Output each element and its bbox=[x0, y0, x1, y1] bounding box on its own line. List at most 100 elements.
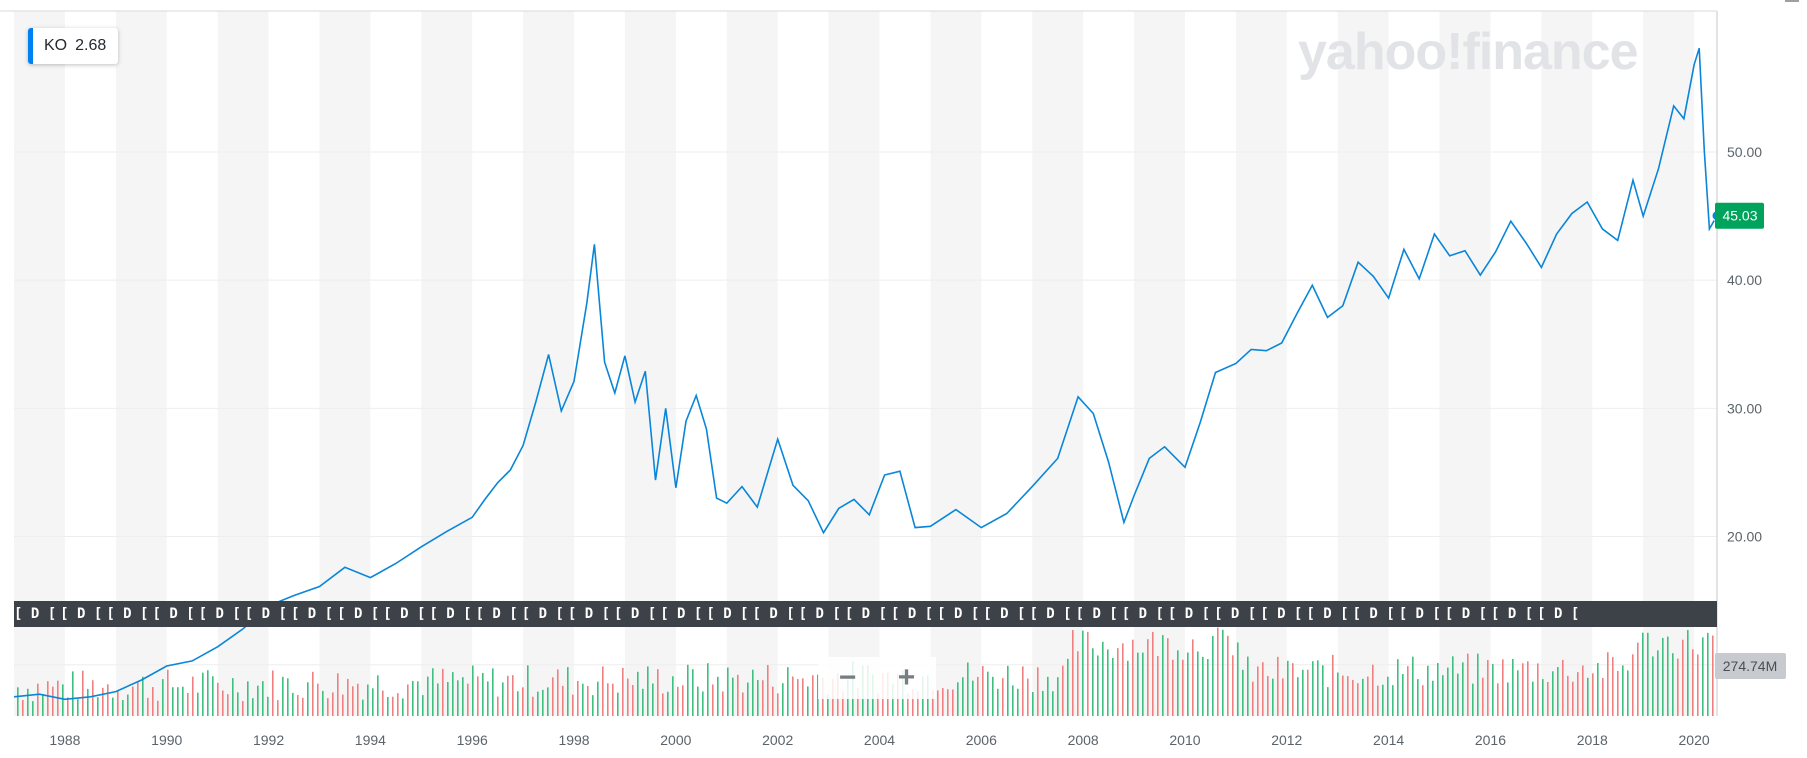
volume-badge: 274.74M bbox=[1715, 653, 1786, 679]
dividend-marker[interactable]: [ D [ bbox=[383, 606, 426, 622]
volume-bar bbox=[1297, 677, 1299, 716]
dividend-marker[interactable]: [ D [ bbox=[1491, 606, 1534, 622]
volume-bar bbox=[362, 699, 364, 716]
dividend-marker[interactable]: [ D [ bbox=[198, 606, 241, 622]
volume-bar bbox=[1247, 656, 1249, 716]
volume-bar bbox=[322, 690, 324, 716]
dividend-marker[interactable]: [ D [ bbox=[290, 606, 334, 622]
volume-bar bbox=[122, 700, 124, 716]
volume-bar bbox=[237, 692, 239, 716]
dividend-marker[interactable]: [ D [ bbox=[1121, 606, 1164, 622]
x-tick-label: 1990 bbox=[151, 732, 182, 748]
legend-badge[interactable]: KO 2.68 bbox=[28, 28, 119, 64]
volume-bar bbox=[1407, 666, 1409, 716]
volume-bar bbox=[717, 676, 719, 716]
volume-bar bbox=[1342, 675, 1344, 716]
dividend-marker[interactable]: [ D [ bbox=[567, 606, 611, 622]
price-badge-text: 45.03 bbox=[1722, 208, 1757, 224]
dividend-marker[interactable]: [ D [ bbox=[1075, 606, 1118, 622]
volume-bar bbox=[1492, 664, 1494, 716]
volume-bar bbox=[402, 698, 404, 716]
dividend-marker[interactable]: [ D [ bbox=[475, 606, 518, 622]
volume-bar bbox=[357, 683, 359, 716]
volume-bar bbox=[1022, 666, 1024, 716]
dividend-marker[interactable]: [ D [ bbox=[60, 606, 103, 622]
dividend-marker[interactable]: [ D [ bbox=[1398, 606, 1441, 622]
zoom-in-button[interactable]: + bbox=[897, 661, 916, 694]
dividend-marker[interactable]: [ D [ bbox=[337, 606, 380, 622]
volume-bar bbox=[272, 670, 274, 716]
volume-bar bbox=[1032, 692, 1034, 716]
dividend-marker[interactable]: [ D [ bbox=[1537, 606, 1580, 622]
volume-bar bbox=[1362, 678, 1364, 716]
volume-bar bbox=[182, 686, 184, 716]
volume-bar bbox=[1522, 663, 1524, 716]
volume-bar bbox=[17, 687, 19, 716]
volume-bar bbox=[672, 676, 674, 716]
x-tick-label: 2016 bbox=[1475, 732, 1506, 748]
volume-bar bbox=[267, 696, 269, 716]
dividend-marker[interactable]: [ D [ bbox=[890, 606, 934, 622]
volume-bar bbox=[1252, 681, 1254, 716]
volume-bar bbox=[1582, 665, 1584, 716]
dividend-marker[interactable]: [ D [ bbox=[706, 606, 749, 622]
dividend-marker[interactable]: [ D [ bbox=[1260, 606, 1303, 622]
volume-bar bbox=[1072, 629, 1074, 716]
dividend-marker[interactable]: [ D [ bbox=[752, 606, 795, 622]
volume-bar bbox=[1477, 653, 1479, 716]
year-band bbox=[1032, 11, 1084, 716]
yahoo-finance-logo: yahoo!finance bbox=[1298, 23, 1638, 81]
volume-bar bbox=[627, 678, 629, 716]
dividend-marker[interactable]: [ D [ bbox=[1029, 606, 1072, 622]
volume-bar bbox=[27, 688, 29, 716]
volume-bar bbox=[1317, 660, 1319, 716]
volume-bar bbox=[527, 665, 529, 716]
dividend-marker[interactable]: [ D [ bbox=[1167, 606, 1211, 622]
volume-bar bbox=[762, 680, 764, 716]
volume-bar bbox=[1567, 675, 1569, 716]
dividend-marker[interactable]: [ D [ bbox=[844, 606, 887, 622]
volume-bar bbox=[1497, 683, 1499, 716]
dividend-marker[interactable]: [ D [ bbox=[1352, 606, 1395, 622]
volume-bar bbox=[327, 698, 329, 716]
volume-bar bbox=[967, 662, 969, 716]
volume-bar bbox=[1257, 666, 1259, 716]
dividend-marker[interactable]: [ D [ bbox=[244, 606, 287, 622]
dividend-marker[interactable]: [ D [ bbox=[106, 606, 149, 622]
volume-bar bbox=[1397, 659, 1399, 716]
volume-bar bbox=[252, 698, 254, 716]
dividend-marker[interactable]: [ D [ bbox=[152, 606, 195, 622]
volume-bar bbox=[1217, 627, 1219, 716]
volume-bar bbox=[1127, 660, 1129, 716]
dividend-marker[interactable]: [ D [ bbox=[1214, 606, 1257, 622]
volume-bar bbox=[1182, 659, 1184, 716]
volume-bar bbox=[687, 664, 689, 716]
dividend-marker[interactable]: [ D [ bbox=[983, 606, 1026, 622]
year-band bbox=[1337, 11, 1389, 716]
dividend-marker[interactable]: [ D [ bbox=[1306, 606, 1349, 622]
volume-bar bbox=[1542, 679, 1544, 716]
zoom-out-button[interactable]: − bbox=[838, 661, 857, 694]
volume-bar bbox=[1192, 639, 1194, 716]
dividend-marker[interactable]: [ D [ bbox=[660, 606, 703, 622]
dividend-marker[interactable]: [ D [ bbox=[429, 606, 472, 622]
dividend-marker[interactable]: [ D [ bbox=[14, 606, 57, 622]
dividend-marker[interactable]: [ D [ bbox=[798, 606, 841, 622]
year-band bbox=[115, 11, 167, 716]
volume-bar bbox=[682, 685, 684, 716]
volume-bar bbox=[342, 694, 344, 716]
volume-bar bbox=[1422, 685, 1424, 716]
dividend-marker[interactable]: [ D [ bbox=[521, 606, 564, 622]
volume-bar bbox=[112, 697, 114, 716]
volume-bar bbox=[1287, 660, 1289, 716]
dividend-marker[interactable]: [ D [ bbox=[1444, 606, 1487, 622]
x-tick-label: 2006 bbox=[966, 732, 997, 748]
volume-bar bbox=[247, 681, 249, 716]
volume-bar bbox=[1197, 651, 1199, 716]
dividend-marker[interactable]: [ D [ bbox=[614, 606, 657, 622]
volume-bar bbox=[92, 680, 94, 716]
year-band bbox=[726, 11, 778, 716]
volume-bar bbox=[652, 683, 654, 716]
dividend-marker[interactable]: [ D [ bbox=[937, 606, 980, 622]
volume-bar bbox=[262, 681, 264, 716]
